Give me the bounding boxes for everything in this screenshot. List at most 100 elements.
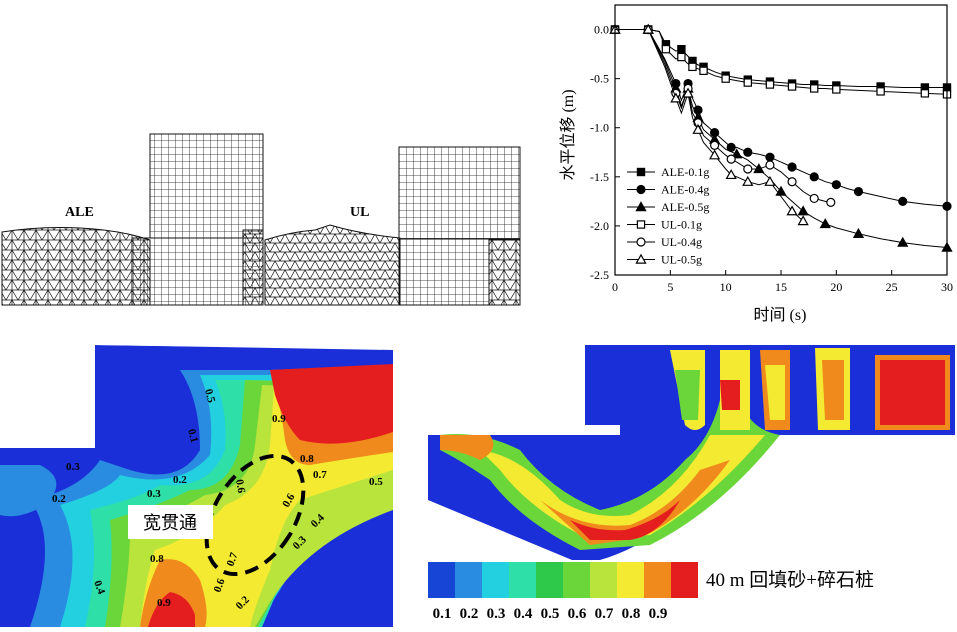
x-tick-label: 0 [612,280,618,294]
contour-label: 0.2 [52,493,66,505]
series-line [615,29,948,207]
colorbar-swatch [617,562,644,598]
data-point [642,23,654,34]
contour-label: 0.8 [300,453,314,465]
legend-label: ALE-0.5g [661,200,709,214]
chart-axes: 0 5 10 15 20 25 30 0.0 -0.5 -1.0 -1.5 -2.0 -2.5 [590,4,953,294]
x-axis-label: 时间 (s) [754,306,807,324]
data-point [826,197,836,207]
x-tick-label: 30 [941,280,953,294]
y-tick-label: -1.0 [590,121,609,135]
y-tick-label: 0.0 [594,23,609,37]
contour-label: 0.6 [212,577,228,594]
data-point [787,162,797,172]
ale-mesh [1,133,264,306]
legend-label: ALE-0.4g [661,183,709,197]
contour-label: 0.9 [157,597,171,609]
contour-label: 0.3 [147,488,161,500]
data-point [721,74,730,83]
y-tick-label: -2.5 [590,268,609,282]
y-tick-label: -1.5 [590,170,609,184]
data-point [876,87,885,96]
data-point [852,227,865,238]
colorbar-label: 0.4 [514,606,533,622]
chart-legend: ALE-0.1g ALE-0.4g ALE-0.5g UL-0.1g UL-0.4g UL… [627,165,709,267]
contour-map: 宽贯通 0.5 0.1 0.9 0.8 0.7 0.6 0.3 0.2 0.3 … [0,340,395,627]
y-axis-label: 水平位移 (m) [559,89,577,180]
data-point [898,196,908,206]
contour-label: 0.4 [91,579,107,596]
data-point [809,172,819,182]
y-tick-label: -0.5 [590,72,609,86]
data-point [743,164,753,174]
legend-label: UL-0.5g [661,253,702,267]
data-point [787,177,797,187]
data-point [636,220,646,229]
contour-label: 0.9 [272,413,286,425]
annotation-box [128,505,213,539]
series-line [615,29,948,95]
data-point [708,149,721,160]
colorbar-swatch [644,562,671,598]
data-point [661,44,671,54]
x-tick-label: 5 [667,280,673,294]
colorbar-swatch [536,562,563,598]
data-point [743,78,752,87]
colorbar-swatch [671,562,698,598]
data-point [797,215,809,226]
data-point [635,253,647,264]
contour-label: 0.6 [233,478,247,494]
series-line [615,29,831,203]
contour-label: 0.5 [202,388,217,405]
x-tick-label: 20 [830,280,842,294]
chart-plot-area [609,23,953,252]
x-tick-label: 15 [775,280,787,294]
x-tick-label: 10 [720,280,732,294]
data-point [819,218,831,229]
mesh-panel: ALE UL [0,0,530,320]
data-point [809,193,819,204]
colorbar-label: 0.7 [595,606,614,622]
data-point [636,167,646,177]
contour-label: 0.7 [313,469,327,481]
data-point [725,169,737,180]
data-point [765,152,775,162]
series-line [615,29,947,88]
data-point [635,201,647,212]
ale-label: ALE [65,205,94,220]
legend-label: ALE-0.1g [661,165,709,179]
contour-label: 0.3 [66,461,80,473]
data-point [786,205,798,216]
colorbar-label: 0.2 [460,606,479,622]
data-point [670,92,682,103]
ul-mesh [264,146,521,306]
colorbar-label: 0.8 [622,606,641,622]
data-point [765,160,775,170]
field-caption: 40 m 回填砂+碎石桩 [706,569,874,591]
data-point [692,123,704,134]
data-point [636,184,646,195]
colorbar-label: 0.9 [649,606,668,622]
colorbar-swatch [509,562,536,598]
colorbar-label: 0.5 [541,606,560,622]
data-point [688,62,697,72]
data-point [742,175,754,186]
contour-label: 0.2 [173,474,187,486]
field-map: 0.1 0.2 0.3 0.4 0.5 0.6 0.7 0.8 0.9 40 m 回填砂+碎石桩 [420,340,957,627]
series-UL-0.4g [610,24,836,207]
data-point [797,205,809,216]
colorbar-label: 0.1 [433,606,452,622]
data-point [764,175,776,186]
colorbar-swatch [563,562,590,598]
data-point [710,140,720,150]
legend-label: UL-0.4g [661,235,702,249]
through-zone-outline [204,453,306,577]
data-point [832,85,841,94]
colorbar-swatch [590,562,617,598]
data-point [743,147,753,157]
colorbar-swatch [455,562,482,598]
series-line [615,29,948,248]
colorbar-swatch [428,562,455,598]
data-point [731,148,743,159]
data-point [753,163,765,174]
